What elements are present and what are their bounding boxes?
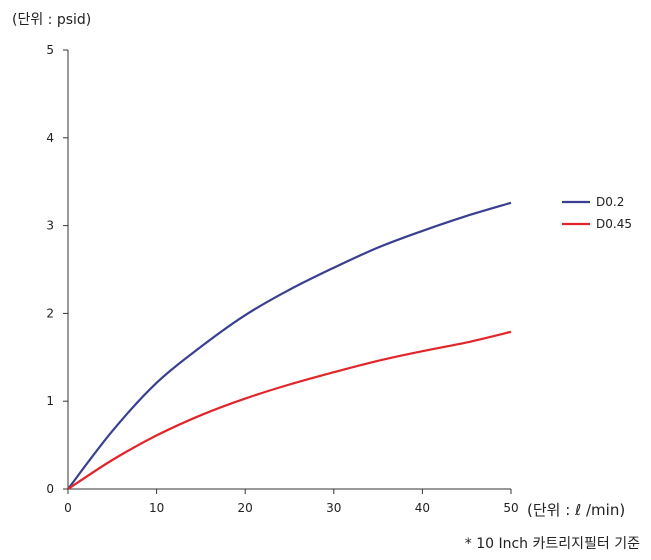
x-tick-label: 40 [415, 501, 430, 515]
y-tick-label: 2 [46, 306, 54, 320]
series-lines [67, 201, 512, 490]
series-line-D0.2 [67, 201, 512, 490]
series-line-D0.45 [67, 330, 512, 490]
legend-label: D0.45 [596, 217, 632, 231]
footnote: * 10 Inch 카트리지필터 기준 [465, 536, 640, 552]
x-tick-label: 0 [64, 501, 72, 515]
y-tick-label: 4 [46, 131, 54, 145]
x-ticks: 0 10 20 30 40 50 [64, 489, 519, 515]
y-axis-unit-label: (단위 : psid) [12, 12, 91, 28]
y-ticks: 0 1 2 3 4 5 [46, 43, 68, 496]
x-tick-label: 30 [326, 501, 341, 515]
x-tick-label: 10 [149, 501, 164, 515]
y-tick-label: 1 [46, 394, 54, 408]
x-tick-label: 20 [238, 501, 253, 515]
y-tick-label: 3 [46, 219, 54, 233]
y-tick-label: 5 [46, 43, 54, 57]
x-axis-unit-label: (단위 : ℓ /min) [527, 501, 625, 519]
y-tick-label: 0 [46, 482, 54, 496]
legend: D0.2 D0.45 [562, 195, 632, 231]
legend-label: D0.2 [596, 195, 624, 209]
axes [67, 50, 511, 490]
x-tick-label: 50 [503, 501, 518, 515]
